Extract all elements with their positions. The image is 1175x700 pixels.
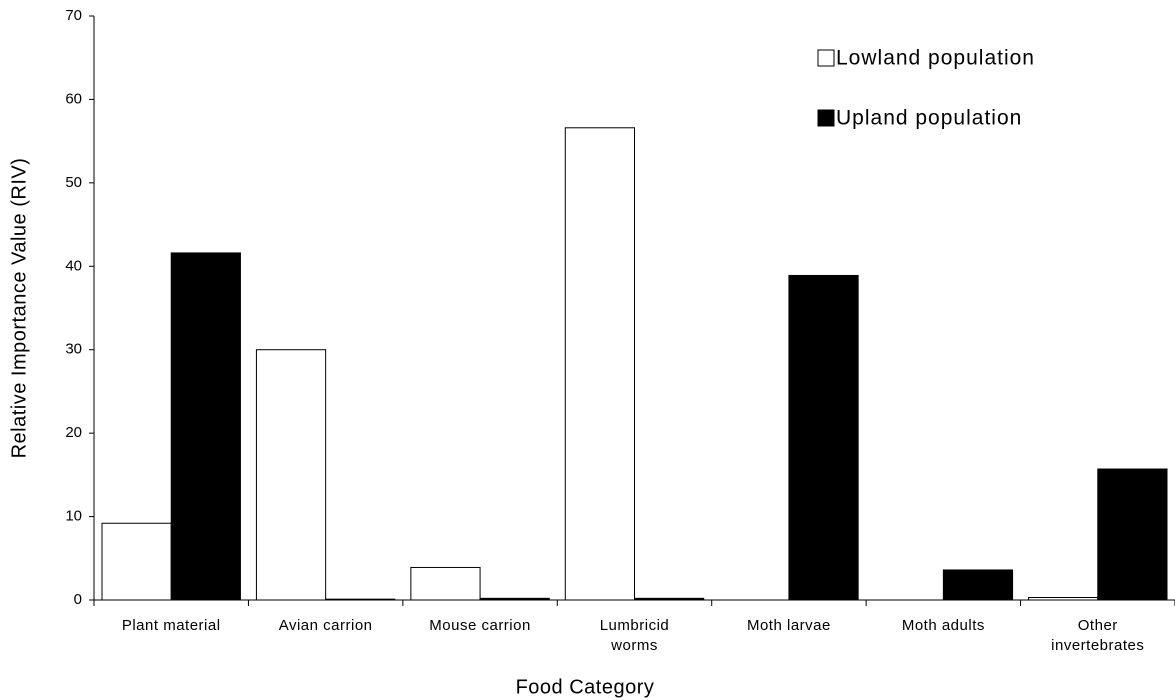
bar <box>788 274 859 601</box>
bar <box>410 566 481 601</box>
bar <box>479 597 550 601</box>
legend-swatch <box>817 109 835 127</box>
y-tick-label: 20 <box>65 424 82 441</box>
bar <box>170 252 241 601</box>
x-tick-label: Mouse carrion <box>429 617 531 634</box>
x-axis-title: Food Category <box>516 676 655 698</box>
bar <box>634 597 705 601</box>
bar <box>325 598 396 601</box>
y-tick-label: 50 <box>65 174 82 191</box>
bar <box>255 349 327 601</box>
y-tick-label: 30 <box>65 341 82 358</box>
y-tick-label: 40 <box>65 257 82 274</box>
bar <box>1028 596 1099 601</box>
legend-label: Lowland population <box>836 47 1035 70</box>
x-tick-label: Plant material <box>121 617 221 634</box>
y-tick-label: 0 <box>74 591 82 608</box>
y-axis-title: Relative Importance Value (RIV) <box>8 158 30 459</box>
bar <box>942 569 1014 601</box>
legend-label: Upland population <box>836 107 1022 130</box>
bar <box>564 127 635 601</box>
legend-swatch <box>817 49 835 67</box>
y-tick-label: 10 <box>65 508 82 525</box>
x-tick-label: Avian carrion <box>278 617 373 634</box>
x-tick-label: Moth adults <box>901 617 985 634</box>
bar <box>1097 468 1168 601</box>
y-tick-label: 70 <box>65 7 82 24</box>
x-tick-label: Lumbricid worms <box>599 617 670 654</box>
x-tick-label: Moth larvae <box>746 617 831 634</box>
bar <box>101 522 172 601</box>
y-tick-label: 60 <box>65 90 82 107</box>
x-tick-label: Other invertebrates <box>1051 617 1145 654</box>
